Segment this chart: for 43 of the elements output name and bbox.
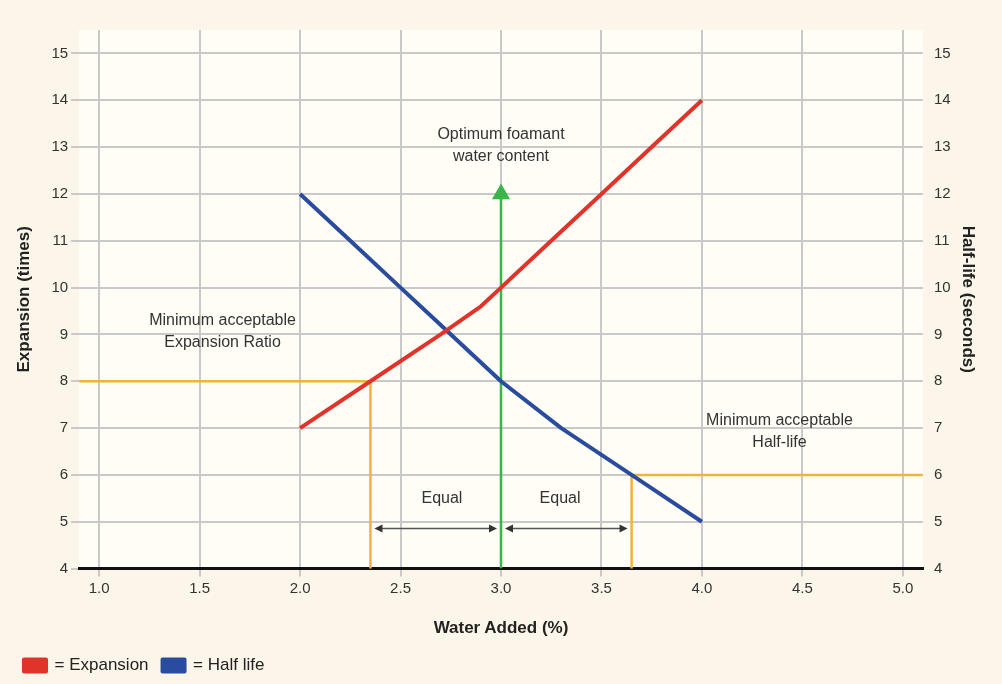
y-tick-label: 5 [59,511,69,529]
y2-tick-label: 9 [933,324,943,342]
y2-axis-title: Half-life (seconds) [959,225,979,373]
x-tick-label: 3.0 [490,578,512,596]
y-tick-label: 13 [51,137,69,155]
annotation: Minimum acceptable Expansion Ratio [149,311,296,351]
y2-tick-label: 8 [933,371,943,389]
annotation: Optimum foamant water content [437,125,566,165]
y-tick-label: 10 [51,277,69,295]
y-tick-label: 15 [51,43,69,61]
legend-label: = Half life [193,655,265,675]
x-tick-label: 2.0 [289,578,311,596]
y-tick-label: 12 [51,184,69,202]
y2-tick-label: 15 [933,43,951,61]
y-tick-label: 7 [59,418,69,436]
x-tick-label: 4.5 [791,578,813,596]
y2-tick-label: 10 [933,277,951,295]
y2-tick-label: 6 [933,465,943,483]
y2-tick-label: 11 [933,230,950,248]
y2-tick-label: 4 [933,558,943,576]
y-tick-label: 14 [51,90,69,108]
x-tick-label: 1.0 [88,578,110,596]
annotation: Equal [539,488,581,506]
x-tick-label: 4.0 [691,578,713,596]
y-tick-label: 9 [59,324,69,342]
y-tick-label: 6 [59,465,69,483]
y-tick-label: 4 [59,558,69,576]
y2-tick-label: 7 [933,418,943,436]
x-tick-label: 1.5 [189,578,211,596]
y2-tick-label: 12 [933,184,951,202]
x-tick-label: 3.5 [591,578,612,596]
y-axis-title: Expansion (times) [13,226,33,373]
x-axis-title: Water Added (%) [433,618,569,638]
y2-tick-label: 14 [933,90,951,108]
y-tick-label: 11 [52,230,69,248]
x-tick-label: 5.0 [892,578,914,596]
y2-tick-label: 5 [933,511,943,529]
annotation: Minimum acceptable Half-life [706,410,853,450]
annotation: Equal [421,488,463,506]
y2-tick-label: 13 [933,137,951,155]
legend-label: = Expansion [54,655,149,675]
y-tick-label: 8 [59,371,69,389]
x-tick-label: 2.5 [390,578,411,596]
